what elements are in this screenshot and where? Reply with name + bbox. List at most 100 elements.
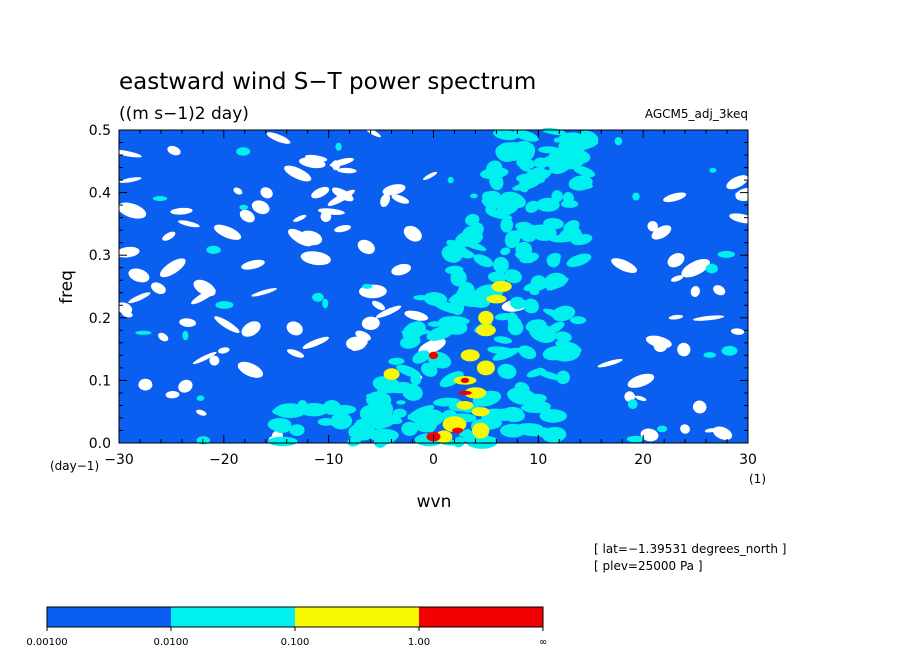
level-mid-fill — [317, 418, 335, 426]
chart-title: eastward wind S−T power spectrum — [119, 69, 536, 95]
y-tick-label: 0.1 — [89, 373, 111, 389]
colorbar-segment — [295, 607, 419, 627]
level-mid-fill — [396, 400, 406, 405]
level-mid-fill — [526, 368, 545, 378]
level-peak-fill — [452, 427, 464, 434]
plot-area: −30 −20 −10 0 10 20 30 0.0 0.1 0.2 0.3 0.4 0.5 — [89, 123, 758, 468]
level-mid-fill — [493, 336, 513, 344]
level-mid-fill — [529, 287, 540, 296]
below-threshold-gap — [611, 258, 638, 274]
level-mid-fill — [525, 200, 540, 213]
colorbar-label: 0.0100 — [154, 637, 189, 648]
below-threshold-gap — [692, 400, 707, 414]
colorbar-label: 0.00100 — [26, 637, 67, 648]
level-mid-fill — [512, 181, 539, 191]
below-threshold-gap — [355, 330, 371, 341]
below-threshold-gap — [151, 282, 166, 295]
below-threshold-gap — [241, 321, 261, 337]
below-threshold-gap — [735, 187, 758, 202]
level-mid-fill — [519, 164, 531, 172]
below-threshold-gap — [645, 335, 672, 349]
level-high-fill — [464, 387, 487, 399]
level-mid-fill — [407, 405, 435, 420]
x-tick-label: −30 — [104, 452, 134, 468]
below-threshold-gap — [730, 328, 745, 335]
x-tick-label: 30 — [739, 452, 757, 468]
level-mid-fill — [433, 397, 461, 407]
level-high-fill — [486, 294, 507, 304]
level-mid-fill — [570, 343, 578, 350]
below-threshold-gap — [288, 228, 313, 247]
below-threshold-gap — [729, 213, 756, 224]
level-peak-fill — [458, 390, 472, 395]
below-threshold-gap — [311, 186, 330, 199]
level-mid-fill — [504, 269, 522, 284]
level-mid-fill — [446, 247, 475, 258]
level-mid-fill — [359, 404, 382, 423]
level-mid-fill — [473, 254, 494, 268]
level-mid-fill — [513, 423, 544, 433]
level-mid-fill — [521, 234, 536, 242]
level-mid-fill — [523, 298, 539, 314]
below-threshold-gap — [726, 175, 749, 190]
below-threshold-gap — [667, 253, 685, 268]
level-mid-fill — [152, 196, 168, 202]
below-threshold-gap — [597, 358, 623, 368]
y-tick-label: 0.5 — [89, 123, 111, 139]
below-threshold-gap — [158, 332, 169, 342]
level-mid-fill — [460, 239, 487, 251]
level-mid-fill — [366, 391, 392, 409]
level-mid-fill — [614, 137, 623, 146]
below-threshold-gap — [668, 314, 684, 320]
below-threshold-gap — [159, 258, 186, 278]
below-threshold-gap — [193, 279, 216, 297]
level-mid-fill — [494, 313, 513, 321]
level-mid-fill — [423, 417, 437, 433]
tick-marks — [118, 129, 749, 444]
level-mid-fill — [570, 316, 587, 325]
level-mid-fill — [413, 295, 430, 301]
below-threshold-gap — [162, 231, 176, 241]
below-threshold-gap — [337, 167, 357, 174]
below-threshold-gap — [670, 275, 684, 282]
below-threshold-gap — [178, 379, 193, 393]
level-mid-fill — [450, 269, 467, 287]
level-high-fill — [476, 324, 496, 337]
below-threshold-gap — [372, 300, 385, 311]
y-tick-label: 0.3 — [89, 248, 111, 264]
level-mid-fill — [510, 296, 526, 310]
level-mid-fill — [705, 263, 718, 274]
below-threshold-gap — [351, 339, 368, 351]
level-high-fill — [456, 401, 474, 410]
level-high-fill — [472, 422, 490, 439]
level-mid-fill — [709, 167, 717, 173]
below-threshold-gap — [391, 194, 410, 204]
level-mid-fill — [559, 229, 578, 242]
below-threshold-gap — [196, 409, 207, 416]
level-mid-fill — [543, 308, 567, 319]
level-mid-fill — [388, 357, 405, 365]
level-mid-fill — [555, 340, 582, 353]
level-mid-fill — [546, 253, 561, 264]
level-mid-fill — [420, 362, 438, 377]
level-mid-fill — [268, 436, 298, 447]
below-threshold-gap — [329, 157, 354, 167]
level-mid-fill — [447, 176, 454, 184]
level-mid-fill — [355, 420, 385, 428]
below-threshold-gap — [178, 220, 200, 228]
level-mid-fill — [485, 203, 497, 214]
below-threshold-gap — [251, 200, 270, 215]
below-threshold-gap — [241, 259, 265, 270]
level-mid-fill — [626, 435, 645, 443]
below-threshold-gap — [647, 220, 658, 232]
level-mid-fill — [312, 292, 324, 302]
level-mid-fill — [500, 247, 511, 256]
level-mid-fill — [368, 428, 399, 442]
below-threshold-gap — [117, 202, 147, 219]
level-mid-fill — [501, 191, 526, 209]
level-mid-fill — [632, 192, 640, 201]
chart-subtitle: ((m s−1)2 day) — [119, 104, 249, 124]
level-mid-fill — [236, 147, 251, 156]
level-mid-fill — [566, 253, 592, 268]
